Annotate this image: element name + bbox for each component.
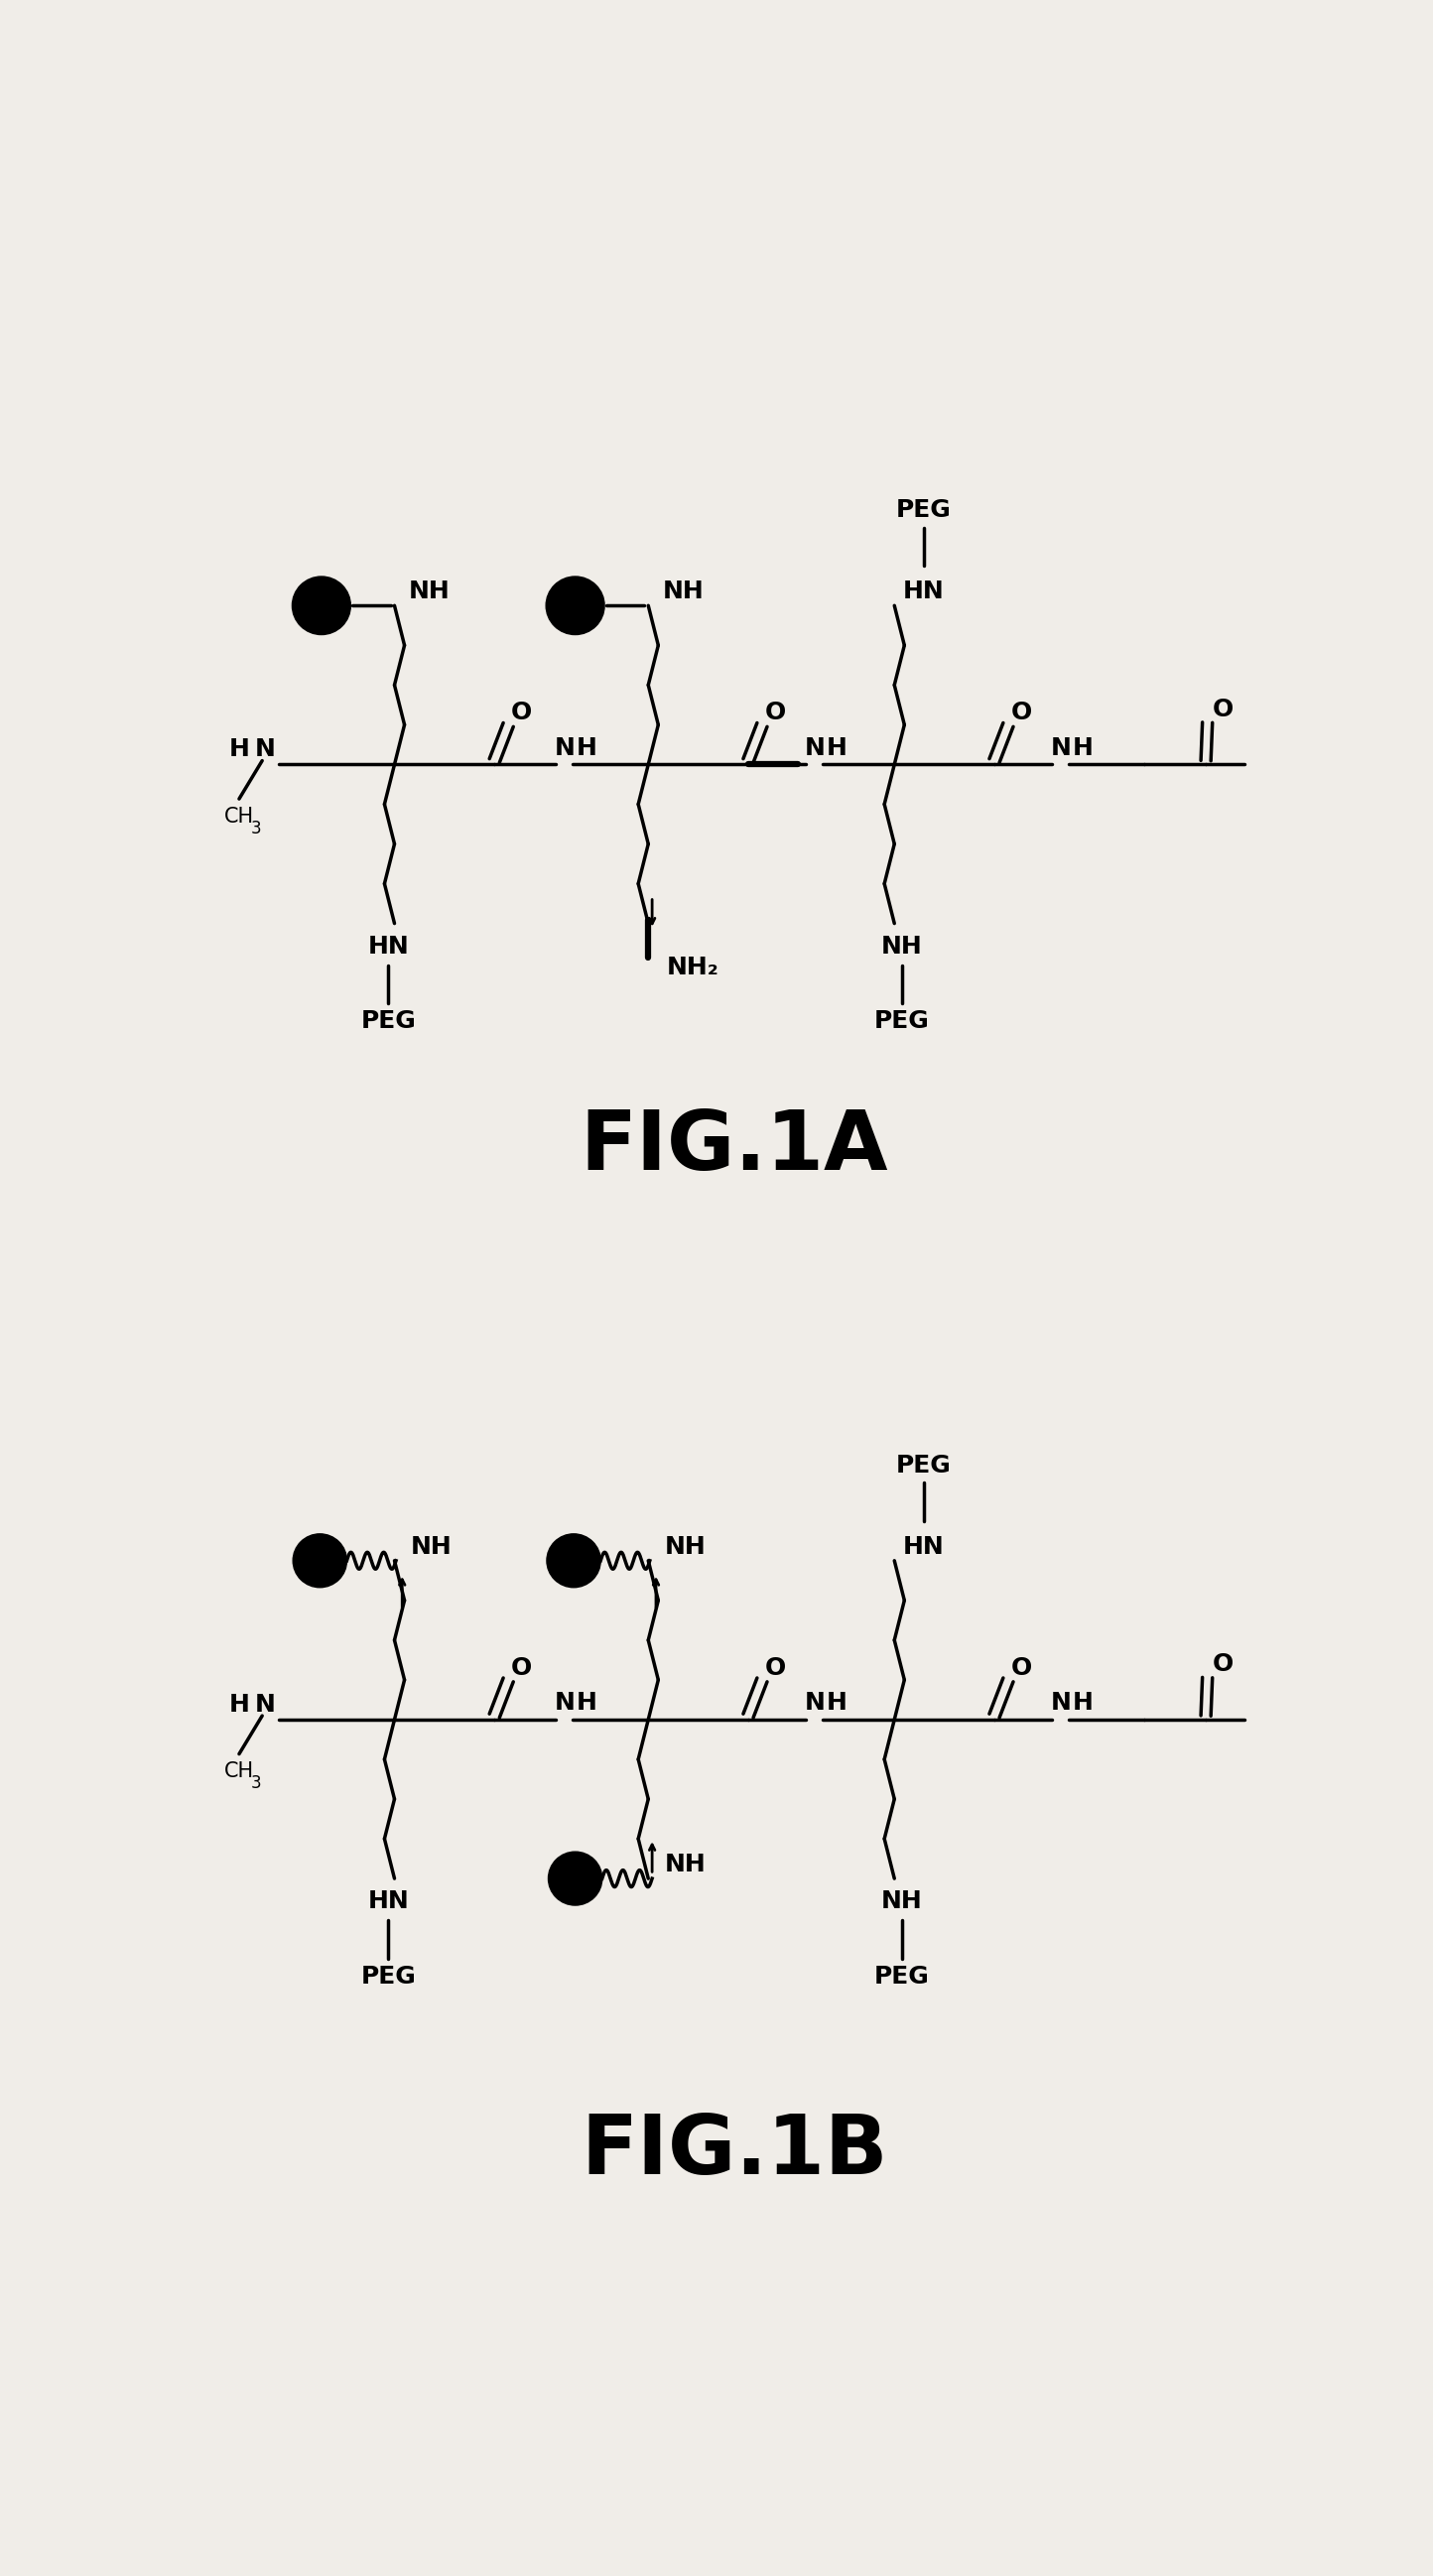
Text: H: H [229,1692,249,1716]
Text: N: N [805,1690,825,1716]
Text: NH₂: NH₂ [666,956,719,979]
Circle shape [546,577,605,634]
Circle shape [292,577,351,634]
Text: PEG: PEG [361,1010,416,1033]
Circle shape [547,1533,600,1587]
Text: N: N [1050,1690,1072,1716]
Text: O: O [1212,698,1234,721]
Text: 3: 3 [251,819,261,837]
Text: NH: NH [662,580,704,603]
Text: 3: 3 [251,1775,261,1793]
Text: NH: NH [881,1891,923,1914]
Text: CH: CH [224,806,254,827]
Text: O: O [510,701,532,724]
Text: NH: NH [408,580,450,603]
Text: H: H [827,737,847,760]
Text: HN: HN [903,1535,944,1558]
Text: O: O [765,701,785,724]
Text: NH: NH [881,935,923,958]
Text: O: O [1212,1654,1234,1677]
Text: FIG.1B: FIG.1B [580,2112,888,2192]
Text: NH: NH [665,1852,706,1878]
Text: H: H [1072,737,1093,760]
Text: FIG.1A: FIG.1A [580,1105,888,1188]
Text: H: H [229,737,249,760]
Text: H: H [576,737,598,760]
Text: O: O [1010,701,1032,724]
Text: PEG: PEG [874,1965,930,1989]
Text: O: O [765,1656,785,1680]
Text: PEG: PEG [361,1965,416,1989]
Text: N: N [555,1690,576,1716]
Text: PEG: PEG [896,497,952,523]
Circle shape [549,1852,602,1906]
Text: H: H [576,1690,598,1716]
Text: CH: CH [224,1762,254,1783]
Text: HN: HN [368,1891,408,1914]
Text: PEG: PEG [896,1453,952,1476]
Text: PEG: PEG [874,1010,930,1033]
Text: O: O [1010,1656,1032,1680]
Text: H: H [827,1690,847,1716]
Text: O: O [510,1656,532,1680]
Text: N: N [805,737,825,760]
Text: N: N [555,737,576,760]
Text: N: N [255,737,275,760]
Text: N: N [255,1692,275,1716]
Circle shape [292,1533,347,1587]
Text: H: H [1072,1690,1093,1716]
Text: NH: NH [411,1535,451,1558]
Text: NH: NH [665,1535,706,1558]
Text: HN: HN [903,580,944,603]
Text: HN: HN [368,935,408,958]
Text: N: N [1050,737,1072,760]
